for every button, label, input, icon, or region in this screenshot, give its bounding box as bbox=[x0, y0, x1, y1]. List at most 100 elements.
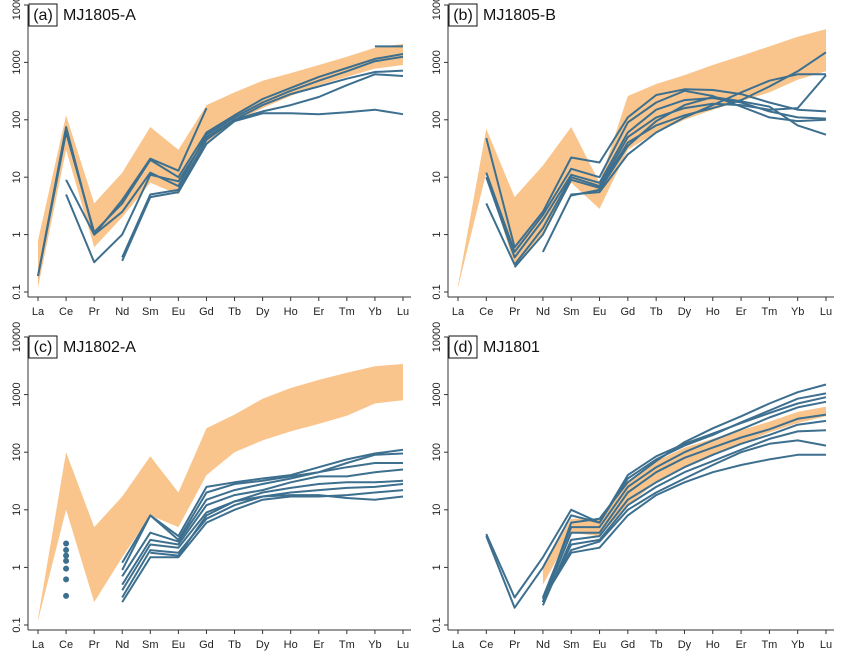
series-line-8 bbox=[542, 439, 827, 599]
panel-label: (c) bbox=[34, 339, 53, 356]
data-point-1 bbox=[63, 592, 70, 599]
x-tick-label-tb: Tb bbox=[650, 639, 663, 651]
x-tick-label-dy: Dy bbox=[678, 639, 692, 651]
panel-mj1802-a: 0.1 1 10 100 1000 10000 La Ce Pr Nd Sm Eu Gd Tb Dy Ho Er… bbox=[11, 322, 411, 651]
y-tick-label: 100 bbox=[431, 111, 443, 129]
series-line-3 bbox=[541, 383, 827, 603]
x-tick-label-er: Er bbox=[313, 639, 324, 651]
series-line-3 bbox=[485, 97, 827, 259]
y-tick-label: 0.1 bbox=[11, 284, 23, 299]
panel-title: MJ1801 bbox=[483, 339, 540, 356]
panel-label-box bbox=[448, 3, 478, 27]
x-tick-label-la: La bbox=[452, 639, 465, 651]
panel-title: MJ1805-B bbox=[483, 7, 556, 24]
x-tick-label-lu: Lu bbox=[397, 306, 409, 318]
x-tick-label-lu: Lu bbox=[820, 639, 832, 651]
y-tick-label: 10000 bbox=[11, 0, 23, 20]
series-line-7 bbox=[542, 429, 827, 603]
y-tick-label: 0.1 bbox=[431, 284, 443, 299]
y-tick-label: 10 bbox=[431, 504, 443, 516]
x-tick-label-gd: Gd bbox=[199, 639, 214, 651]
series-line-7 bbox=[121, 489, 404, 603]
data-point-5 bbox=[63, 552, 70, 559]
y-tick-label: 1 bbox=[11, 564, 23, 570]
panel-label-box bbox=[28, 3, 58, 27]
x-tick-label-ho: Ho bbox=[284, 306, 298, 318]
series-line-2 bbox=[37, 53, 404, 277]
x-tick-label-sm: Sm bbox=[563, 639, 580, 651]
x-tick-label-tm: Tm bbox=[761, 306, 777, 318]
x-tick-label-tm: Tm bbox=[761, 639, 777, 651]
y-tick-label: 10 bbox=[431, 171, 443, 183]
y-tick-label: 0.1 bbox=[11, 617, 23, 632]
x-tick-label-tb: Tb bbox=[650, 306, 663, 318]
series-line-1 bbox=[485, 396, 827, 599]
series-line-5 bbox=[121, 479, 404, 591]
y-tick-label: 1 bbox=[431, 564, 443, 570]
x-tick-label-la: La bbox=[32, 639, 45, 651]
series-line-7 bbox=[571, 96, 827, 197]
series-line-2 bbox=[485, 392, 827, 609]
x-tick-label-dy: Dy bbox=[678, 306, 692, 318]
x-tick-label-pr: Pr bbox=[509, 639, 520, 651]
x-tick-label-la: La bbox=[452, 306, 465, 318]
data-point-3 bbox=[63, 565, 70, 572]
y-tick-label: 1000 bbox=[431, 50, 443, 74]
x-tick-label-yb: Yb bbox=[791, 306, 804, 318]
x-tick-label-sm: Sm bbox=[142, 306, 159, 318]
x-tick-label-sm: Sm bbox=[142, 639, 159, 651]
reference-band bbox=[542, 406, 826, 585]
x-tick-label-yb: Yb bbox=[368, 639, 381, 651]
series-line-4 bbox=[485, 74, 827, 266]
x-tick-label-dy: Dy bbox=[256, 639, 270, 651]
x-tick-label-nd: Nd bbox=[536, 306, 550, 318]
y-tick-label: 100 bbox=[431, 443, 443, 461]
x-tick-label-gd: Gd bbox=[621, 639, 636, 651]
x-tick-label-dy: Dy bbox=[256, 306, 270, 318]
series-line-8 bbox=[150, 494, 404, 557]
panel-mj1805-b: 0.1 1 10 100 1000 10000 La Ce Pr Nd Sm Eu Gd Tb Dy Ho Er… bbox=[431, 0, 834, 318]
x-tick-label-lu: Lu bbox=[820, 306, 832, 318]
series-line-4 bbox=[121, 468, 404, 586]
y-tick-label: 1000 bbox=[11, 50, 23, 74]
series-line-1 bbox=[485, 88, 827, 249]
reference-band bbox=[38, 43, 403, 288]
y-tick-label: 1000 bbox=[11, 382, 23, 406]
x-tick-label-eu: Eu bbox=[172, 639, 185, 651]
series-line-5 bbox=[513, 51, 827, 268]
x-tick-label-ho: Ho bbox=[706, 306, 720, 318]
panel-label: (a) bbox=[33, 7, 53, 24]
y-tick-label: 10000 bbox=[431, 322, 443, 353]
panel-label-box bbox=[448, 335, 478, 359]
x-tick-label-sm: Sm bbox=[563, 306, 580, 318]
x-tick-label-eu: Eu bbox=[593, 306, 606, 318]
series-line-2 bbox=[121, 462, 403, 571]
series-line-2 bbox=[485, 89, 827, 253]
x-tick-label-er: Er bbox=[736, 306, 747, 318]
series-line-1 bbox=[121, 448, 404, 564]
panel-title: MJ1802-A bbox=[63, 339, 136, 356]
series-line-3 bbox=[121, 452, 404, 577]
x-tick-label-tb: Tb bbox=[228, 306, 241, 318]
x-tick-label-eu: Eu bbox=[172, 306, 185, 318]
x-tick-label-nd: Nd bbox=[115, 306, 129, 318]
series-line-4 bbox=[541, 400, 827, 598]
y-tick-label: 10000 bbox=[431, 0, 443, 20]
panel-mj1801: 0.1 1 10 100 1000 10000 La Ce Pr Nd Sm Eu Gd Tb Dy Ho Er… bbox=[431, 322, 834, 651]
x-tick-label-er: Er bbox=[736, 639, 747, 651]
x-tick-label-tm: Tm bbox=[339, 639, 355, 651]
panel-label: (b) bbox=[453, 7, 473, 24]
y-tick-label: 0.1 bbox=[431, 617, 443, 632]
y-tick-label: 100 bbox=[11, 443, 23, 461]
series-line-9 bbox=[542, 453, 826, 600]
x-tick-label-pr: Pr bbox=[509, 306, 520, 318]
x-tick-label-nd: Nd bbox=[115, 639, 129, 651]
y-tick-label: 100 bbox=[11, 111, 23, 129]
y-tick-label: 1 bbox=[11, 232, 23, 238]
series-line-5 bbox=[541, 413, 827, 603]
x-tick-label-lu: Lu bbox=[397, 639, 409, 651]
panel-title: MJ1805-A bbox=[63, 7, 136, 24]
series-line-5 bbox=[121, 73, 404, 258]
data-point-2 bbox=[63, 576, 70, 583]
